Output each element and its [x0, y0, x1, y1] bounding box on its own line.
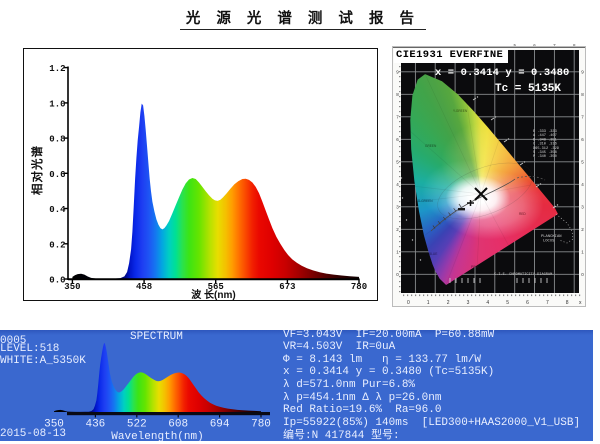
svg-text:8: 8	[396, 92, 399, 97]
svg-text:6: 6	[581, 137, 584, 142]
svg-text:Y-GREEN: Y-GREEN	[453, 109, 468, 113]
svg-text:7: 7	[581, 114, 584, 119]
svg-text:5: 5	[581, 159, 584, 164]
svg-text:0.4: 0.4	[49, 205, 66, 215]
svg-text:相对光谱: 相对光谱	[30, 145, 44, 195]
svg-text:0: 0	[581, 272, 584, 277]
svg-text:7: 7	[396, 114, 399, 119]
svg-text:3: 3	[396, 204, 399, 209]
svg-text:B .348 .351: B .348 .351	[533, 138, 557, 142]
svg-text:4: 4	[486, 300, 489, 306]
svg-text:0.2: 0.2	[49, 240, 65, 250]
svg-text:PLANCKIAN: PLANCKIAN	[541, 235, 562, 239]
svg-text:D65.312 .329: D65.312 .329	[533, 147, 559, 151]
svg-text:0: 0	[407, 300, 410, 306]
svg-text:5: 5	[396, 159, 399, 164]
svg-text:3: 3	[581, 204, 584, 209]
svg-text:565: 565	[208, 282, 224, 292]
svg-text:8: 8	[581, 92, 584, 97]
svg-text:E .333 .333: E .333 .333	[533, 130, 557, 134]
svg-text:2: 2	[581, 227, 584, 232]
svg-text:458: 458	[136, 282, 152, 292]
svg-text:9: 9	[581, 69, 584, 74]
svg-text:2: 2	[396, 227, 399, 232]
svg-text:8: 8	[573, 43, 576, 48]
svg-text:350: 350	[64, 282, 80, 292]
svg-text:S .345 .358: S .345 .358	[533, 151, 557, 155]
svg-text:RED: RED	[519, 212, 526, 216]
svg-text:1.0: 1.0	[49, 99, 65, 109]
svg-text:780: 780	[351, 282, 367, 292]
svg-text:522: 522	[127, 419, 147, 431]
svg-text:350: 350	[44, 419, 64, 431]
svg-text:B-GREEN: B-GREEN	[418, 199, 433, 203]
svg-text:1: 1	[427, 300, 430, 306]
svg-text:9: 9	[396, 69, 399, 74]
svg-text:780: 780	[251, 419, 271, 431]
svg-text:BLUE: BLUE	[429, 252, 437, 256]
svg-text:GREEN: GREEN	[425, 144, 437, 148]
svg-text:1: 1	[396, 249, 399, 254]
svg-text:1.2: 1.2	[49, 64, 65, 74]
svg-text:PINK: PINK	[471, 265, 479, 269]
svg-text:0.6: 0.6	[49, 170, 65, 180]
svg-text:0.0: 0.0	[49, 276, 65, 286]
svg-text:P .340 .350: P .340 .350	[533, 155, 557, 159]
svg-text:C .310 .316: C .310 .316	[533, 143, 557, 147]
svg-text:673: 673	[279, 282, 295, 292]
svg-text:4: 4	[581, 182, 584, 187]
svg-text:LOCUS: LOCUS	[543, 240, 555, 244]
svg-text:608: 608	[168, 419, 188, 431]
svg-text:A .447 .407: A .447 .407	[533, 134, 557, 138]
svg-text:波 长(nm): 波 长(nm)	[191, 288, 235, 301]
svg-text:8: 8	[566, 300, 569, 306]
svg-text:7: 7	[553, 43, 556, 48]
svg-text:5: 5	[513, 43, 516, 48]
svg-text:5: 5	[506, 300, 509, 306]
svg-text:694: 694	[210, 419, 230, 431]
svg-text:6: 6	[526, 300, 529, 306]
svg-text:Wavelength(nm): Wavelength(nm)	[111, 431, 203, 441]
svg-text:6: 6	[533, 43, 536, 48]
svg-text:4: 4	[396, 182, 399, 187]
svg-text:436: 436	[85, 419, 105, 431]
svg-text:C.I.E. CHROMATICITY DIAGRAM: C.I.E. CHROMATICITY DIAGRAM	[494, 273, 552, 277]
svg-text:6: 6	[396, 137, 399, 142]
svg-text:2: 2	[447, 300, 450, 306]
svg-text:7: 7	[546, 300, 549, 306]
svg-text:0.8: 0.8	[49, 135, 65, 145]
svg-text:3: 3	[467, 300, 470, 306]
svg-text:0: 0	[396, 272, 399, 277]
svg-text:1: 1	[581, 249, 584, 254]
svg-text:x: x	[579, 300, 582, 306]
